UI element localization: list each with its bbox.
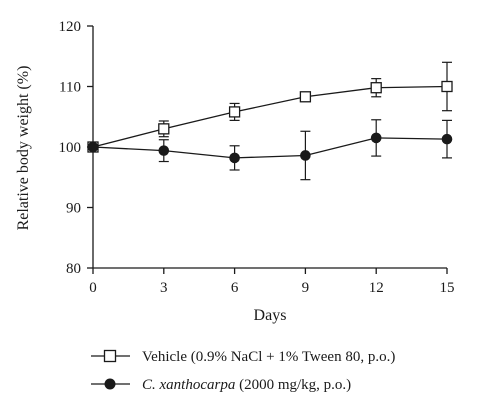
x-axis-title: Days bbox=[254, 307, 287, 324]
legend-label-vehicle: Vehicle (0.9% NaCl + 1% Tween 80, p.o.) bbox=[142, 349, 395, 365]
data-point-circle bbox=[229, 152, 240, 164]
legend-label-xanthocarpa-rest: (2000 mg/kg, p.o.) bbox=[235, 377, 351, 393]
legend-item-xanthocarpa: C. xanthocarpa (2000 mg/kg, p.o.) bbox=[91, 377, 351, 393]
data-point-circle bbox=[300, 150, 311, 161]
legend-marker-vehicle bbox=[103, 349, 117, 363]
data-point-square bbox=[370, 82, 382, 94]
y-tick-label: 120 bbox=[59, 19, 82, 35]
legend-marker-xanthocarpa bbox=[104, 378, 116, 390]
data-point-circle bbox=[87, 141, 99, 153]
series-xanthocarpa bbox=[87, 119, 453, 181]
data-point-circle bbox=[370, 132, 382, 144]
x-tick-label: 3 bbox=[160, 280, 168, 296]
series-layer bbox=[87, 61, 453, 181]
y-tick-label: 110 bbox=[59, 80, 81, 96]
x-tick-label: 9 bbox=[302, 280, 310, 296]
y-axis-title: Relative body weight (%) bbox=[15, 66, 32, 231]
x-tick-label: 15 bbox=[440, 280, 455, 296]
data-point-circle bbox=[441, 133, 453, 145]
data-point-square bbox=[441, 80, 453, 93]
x-tick-label: 12 bbox=[369, 280, 384, 296]
legend: Vehicle (0.9% NaCl + 1% Tween 80, p.o.) … bbox=[91, 349, 395, 393]
data-point-square bbox=[228, 106, 241, 118]
series-line bbox=[92, 85, 448, 148]
data-point-square bbox=[299, 91, 312, 103]
data-point-square bbox=[158, 123, 170, 135]
series-line bbox=[92, 137, 448, 159]
x-tick-label: 6 bbox=[231, 280, 239, 296]
legend-item-vehicle: Vehicle (0.9% NaCl + 1% Tween 80, p.o.) bbox=[91, 349, 395, 365]
data-point-circle bbox=[158, 145, 170, 156]
axes: 80 90 100 110 120 0 3 6 9 12 15 bbox=[59, 19, 455, 296]
y-tick-label: 90 bbox=[66, 201, 81, 217]
legend-label-xanthocarpa-italic: C. xanthocarpa bbox=[142, 377, 235, 393]
y-tick-label: 80 bbox=[66, 261, 81, 277]
y-tick-label: 100 bbox=[59, 140, 82, 156]
legend-label-xanthocarpa: C. xanthocarpa (2000 mg/kg, p.o.) bbox=[142, 377, 351, 393]
x-tick-label: 0 bbox=[89, 280, 97, 296]
